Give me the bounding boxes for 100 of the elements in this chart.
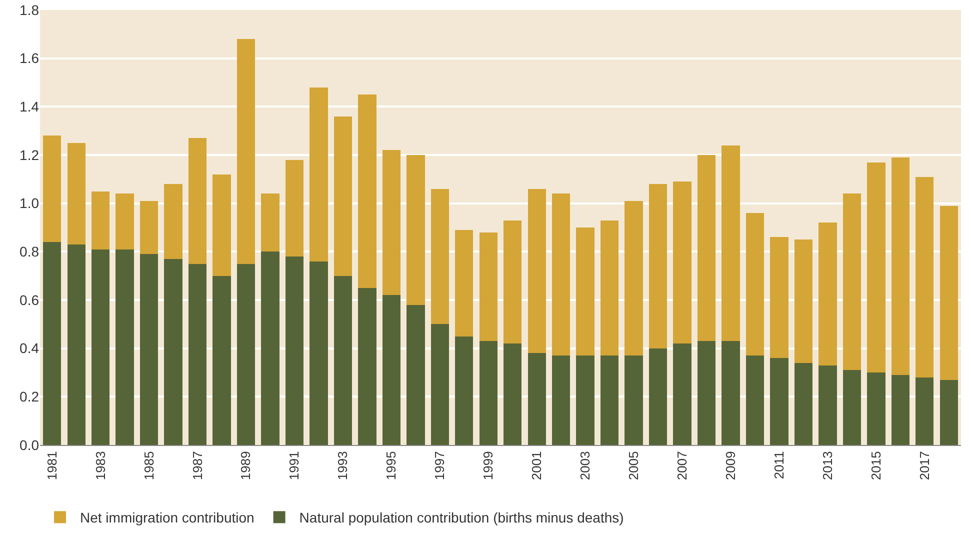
- bar: [818, 365, 837, 445]
- bar: [236, 39, 256, 264]
- bar: [916, 176, 934, 378]
- bar: [576, 356, 594, 445]
- bar: [188, 264, 207, 445]
- x-tick-label: 2001: [529, 451, 544, 480]
- bar: [92, 191, 110, 250]
- bar: [164, 184, 182, 259]
- x-tick-label: 1999: [480, 451, 496, 480]
- bar: [818, 222, 837, 366]
- bar: [648, 184, 668, 348]
- bar: [116, 194, 134, 250]
- bar: [673, 182, 692, 344]
- x-tick-label: 2017: [916, 451, 932, 480]
- bar: [479, 341, 498, 445]
- y-tick-label: 1.0: [20, 195, 40, 212]
- bar: [891, 374, 910, 445]
- y-tick-label: 0.0: [20, 436, 40, 453]
- bar: [455, 336, 474, 445]
- bar: [624, 356, 643, 445]
- bar: [140, 200, 158, 254]
- x-tick-label: 1985: [141, 451, 156, 480]
- bar: [382, 295, 401, 445]
- bar: [358, 288, 376, 445]
- x-tick-label: 2009: [722, 451, 738, 480]
- bar: [867, 372, 886, 445]
- bar: [528, 188, 546, 354]
- bar: [916, 377, 934, 445]
- y-tick-label: 1.6: [20, 50, 40, 66]
- x-tick-label: 2015: [868, 451, 884, 480]
- y-tick-label: 0.2: [20, 388, 40, 405]
- bar: [891, 157, 910, 375]
- bar: [552, 356, 570, 445]
- x-tick-label: 1981: [44, 451, 60, 480]
- bar: [600, 220, 619, 356]
- bar: [236, 264, 256, 445]
- bar: [722, 341, 740, 445]
- bar: [43, 242, 62, 445]
- y-tick-label: 0.4: [20, 340, 40, 356]
- bar: [212, 276, 231, 445]
- bar: [261, 194, 280, 252]
- bar: [261, 252, 280, 445]
- x-tick-label: 1995: [384, 451, 399, 480]
- bar: [116, 249, 134, 445]
- bar: [430, 188, 449, 324]
- bar: [406, 304, 425, 445]
- bar: [504, 344, 522, 445]
- y-tick-label: 0.8: [20, 244, 40, 260]
- bar: [770, 358, 788, 445]
- y-tick-label: 1.2: [20, 146, 40, 163]
- bar: [92, 249, 110, 445]
- y-tick-label: 1.8: [20, 2, 40, 18]
- bar: [746, 356, 764, 445]
- bar: [794, 240, 813, 363]
- bar: [746, 213, 764, 356]
- bar: [794, 362, 813, 445]
- bar: [479, 232, 498, 342]
- bar: [358, 94, 376, 288]
- bar: [867, 162, 886, 372]
- bar: [624, 200, 643, 356]
- bar: [140, 254, 158, 445]
- bar: [285, 256, 304, 445]
- x-tick-label: 1983: [92, 451, 108, 480]
- bar: [673, 344, 692, 445]
- bar: [334, 276, 352, 445]
- bar: [188, 138, 207, 264]
- x-tick-label: 2011: [771, 451, 786, 480]
- x-tick-label: 1989: [238, 451, 254, 480]
- x-tick-label: 2003: [578, 451, 593, 480]
- bar: [455, 230, 474, 336]
- x-tick-label: 2005: [626, 451, 642, 480]
- y-tick-label: 0.6: [20, 292, 40, 308]
- legend-label: Natural population contribution (births minus deaths): [299, 510, 624, 526]
- bar: [940, 380, 958, 445]
- bar: [285, 160, 304, 256]
- x-tick-label: 2013: [820, 451, 835, 480]
- bar: [212, 174, 231, 276]
- bar: [552, 194, 570, 356]
- bar: [697, 341, 716, 445]
- bar: [600, 356, 619, 445]
- bar: [940, 206, 958, 380]
- bar: [164, 258, 182, 445]
- bar: [842, 194, 862, 370]
- bar: [722, 145, 740, 342]
- bar: [310, 261, 328, 445]
- x-tick-label: 2007: [674, 451, 690, 480]
- bar: [648, 348, 668, 445]
- bar: [310, 87, 328, 262]
- bar: [67, 244, 86, 445]
- bar: [576, 228, 594, 356]
- bar: [406, 155, 425, 305]
- bar: [770, 237, 788, 358]
- x-tick-label: 1987: [190, 451, 205, 480]
- y-tick-label: 1.4: [20, 98, 40, 115]
- bar: [334, 116, 352, 276]
- x-tick-label: 1993: [335, 451, 350, 480]
- bar: [43, 136, 62, 242]
- legend-label: Net immigration contribution: [80, 510, 254, 526]
- bar: [430, 324, 449, 445]
- bar: [842, 370, 862, 445]
